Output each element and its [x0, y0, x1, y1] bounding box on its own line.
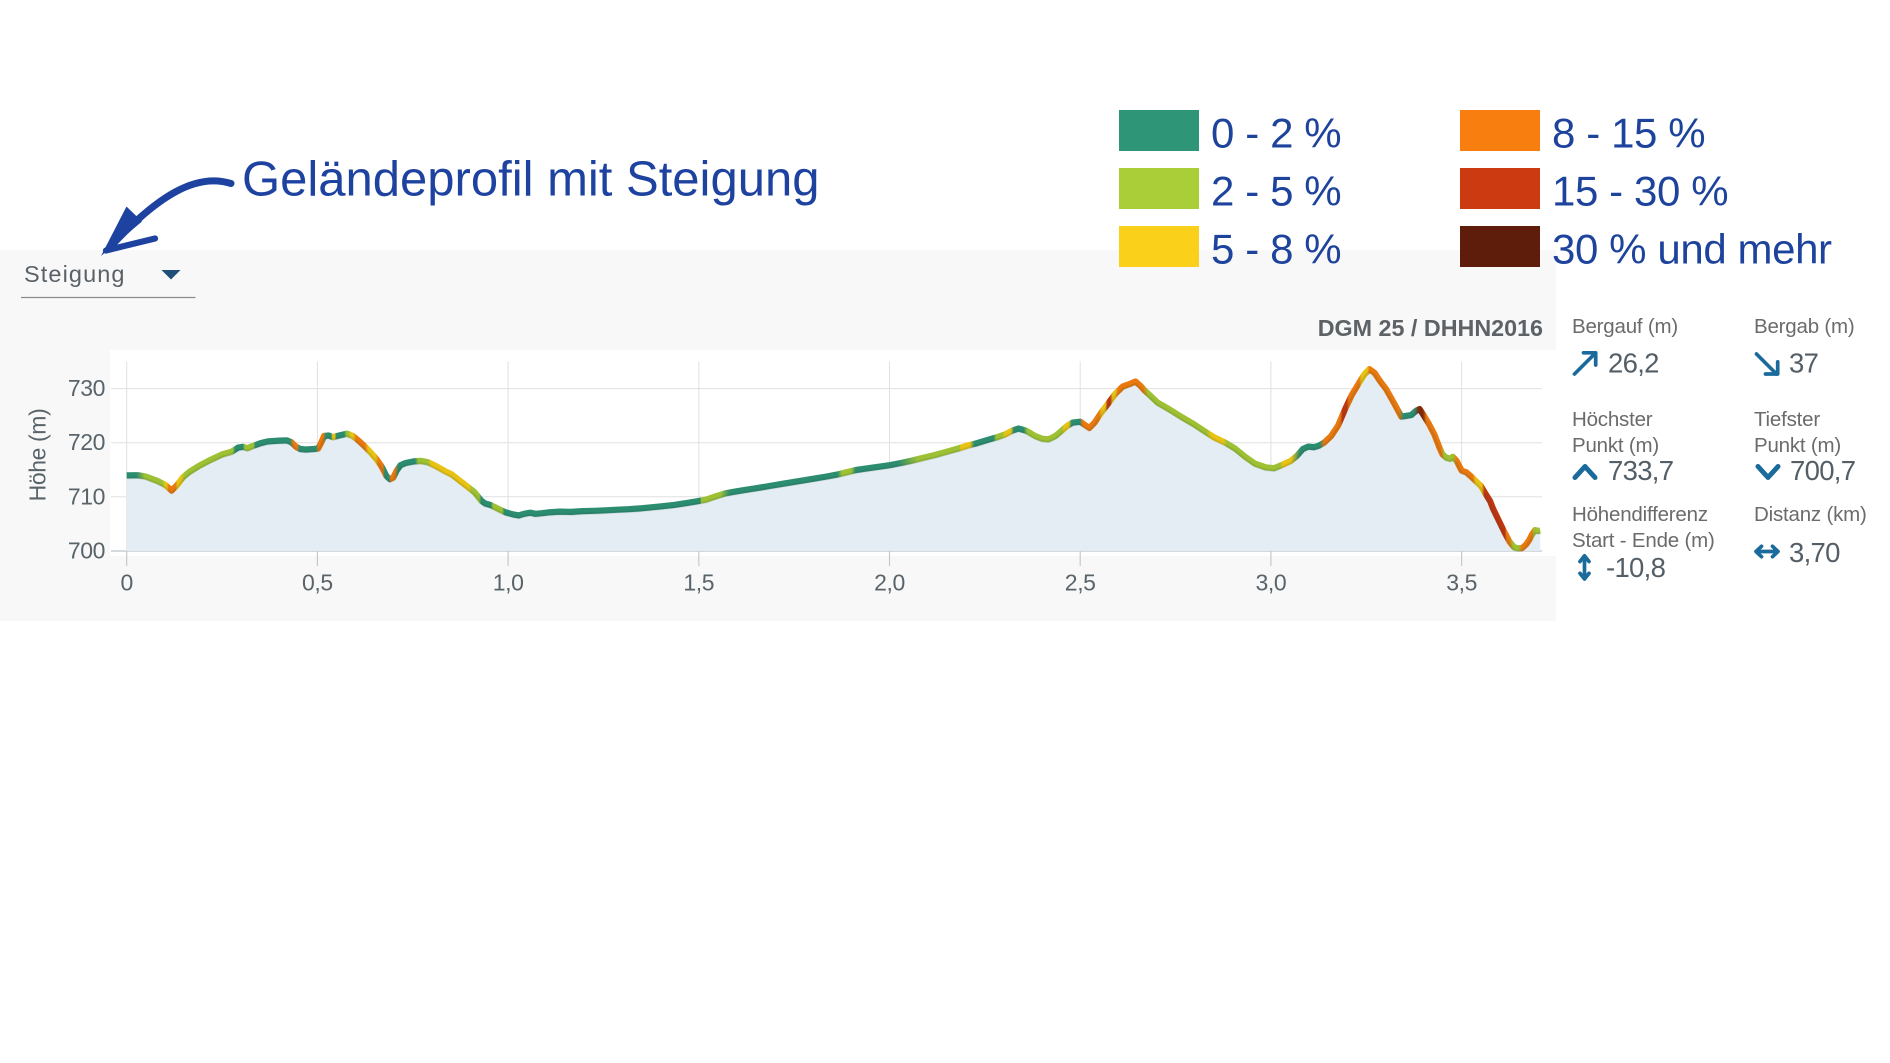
svg-text:710: 710 — [68, 483, 105, 509]
svg-text:5 - 8 %: 5 - 8 % — [1211, 226, 1341, 273]
svg-text:26,2: 26,2 — [1608, 348, 1659, 379]
svg-text:3,70: 3,70 — [1789, 537, 1840, 568]
svg-text:-10,8: -10,8 — [1606, 552, 1666, 583]
svg-text:Bergauf (m): Bergauf (m) — [1572, 315, 1678, 338]
svg-text:DGM 25 / DHHN2016: DGM 25 / DHHN2016 — [1318, 315, 1543, 341]
svg-text:700: 700 — [68, 538, 105, 564]
svg-text:Geländeprofil mit Steigung: Geländeprofil mit Steigung — [242, 153, 819, 207]
svg-text:Distanz (km): Distanz (km) — [1754, 503, 1867, 526]
svg-text:Tiefster: Tiefster — [1754, 408, 1820, 431]
svg-text:Start - Ende (m): Start - Ende (m) — [1572, 529, 1715, 552]
svg-text:8 - 15 %: 8 - 15 % — [1552, 110, 1705, 157]
svg-text:733,7: 733,7 — [1608, 455, 1673, 486]
svg-text:0 - 2 %: 0 - 2 % — [1211, 110, 1341, 157]
svg-text:37: 37 — [1789, 348, 1818, 379]
svg-text:Steigung: Steigung — [24, 261, 126, 287]
svg-text:Bergab (m): Bergab (m) — [1754, 315, 1855, 338]
svg-text:2,0: 2,0 — [874, 570, 905, 596]
svg-text:Punkt (m): Punkt (m) — [1754, 434, 1841, 457]
svg-text:2 - 5 %: 2 - 5 % — [1211, 168, 1341, 215]
svg-text:0,5: 0,5 — [302, 570, 333, 596]
svg-text:730: 730 — [68, 375, 105, 401]
svg-text:3,5: 3,5 — [1446, 570, 1477, 596]
svg-text:720: 720 — [68, 429, 105, 455]
svg-text:Höhendifferenz: Höhendifferenz — [1572, 503, 1708, 526]
svg-text:2,5: 2,5 — [1065, 570, 1096, 596]
svg-text:3,0: 3,0 — [1256, 570, 1287, 596]
svg-text:Höchster: Höchster — [1572, 408, 1653, 431]
svg-text:700,7: 700,7 — [1790, 455, 1855, 486]
svg-text:1,0: 1,0 — [493, 570, 524, 596]
svg-text:0: 0 — [120, 570, 132, 596]
svg-text:Punkt (m): Punkt (m) — [1572, 434, 1659, 457]
svg-text:15 - 30 %: 15 - 30 % — [1552, 168, 1728, 215]
svg-text:30 % und mehr: 30 % und mehr — [1552, 226, 1832, 273]
svg-text:Höhe (m): Höhe (m) — [25, 409, 51, 502]
svg-text:1,5: 1,5 — [683, 570, 714, 596]
